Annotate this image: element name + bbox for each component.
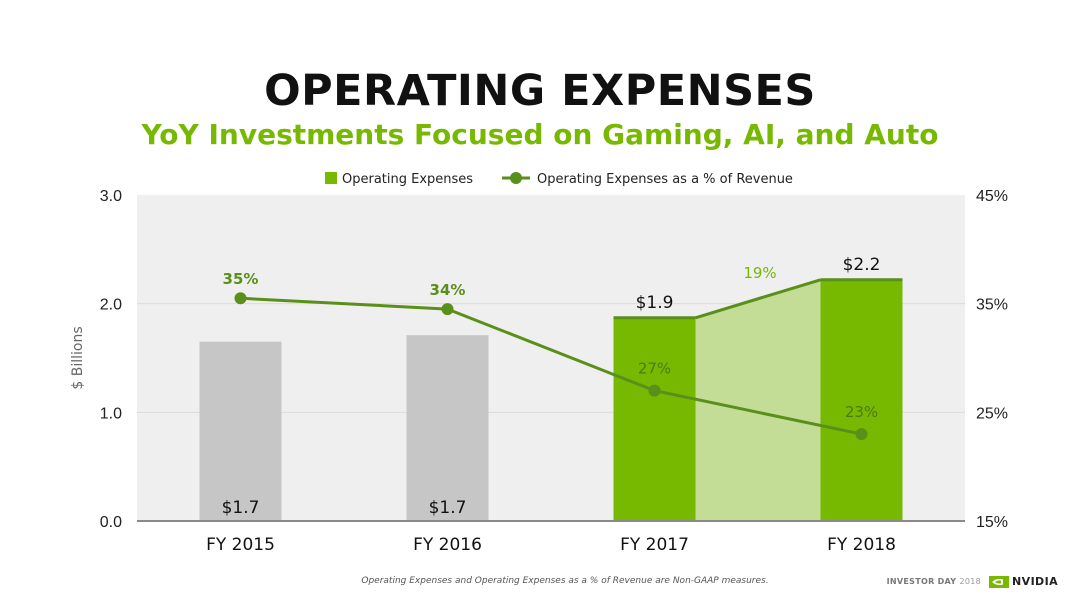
- bar-value-label: $1.7: [429, 498, 467, 518]
- growth-top-edge: [695, 278, 821, 320]
- pct-revenue-point-2: [441, 303, 454, 316]
- footnote: Operating Expenses and Operating Expense…: [361, 576, 769, 586]
- page-subtitle: YoY Investments Focused on Gaming, AI, a…: [141, 118, 939, 151]
- growth-area: [695, 279, 821, 521]
- pct-revenue-point-4: [855, 428, 868, 441]
- y-tick-label: 1.0: [100, 405, 122, 422]
- legend-line-label: Operating Expenses as a % of Revenue: [537, 172, 793, 187]
- growth-annotation: 19%: [743, 264, 776, 282]
- x-tick-label: FY 2017: [620, 535, 689, 555]
- pct-revenue-line: [240, 296, 862, 436]
- nvidia-wordmark: NVIDIA: [1012, 575, 1058, 588]
- bar-value-label: $2.2: [843, 255, 881, 275]
- bar-value-label: $1.9: [636, 293, 674, 313]
- x-tick-label: FY 2015: [206, 535, 275, 555]
- nvidia-eye-icon: [989, 575, 1010, 588]
- pct-revenue-label: 35%: [223, 270, 259, 288]
- page-title: OPERATING EXPENSES: [264, 66, 816, 116]
- pct-revenue-point-3: [648, 384, 661, 397]
- pct-revenue-point-1: [234, 292, 247, 305]
- legend-bar-label: Operating Expenses: [342, 172, 473, 187]
- bar-1: [199, 341, 282, 521]
- bar-value-label: $1.7: [222, 498, 260, 518]
- y2-tick-label: 15%: [976, 514, 1008, 531]
- y2-tick-label: 35%: [976, 297, 1008, 314]
- pct-revenue-label: 34%: [430, 281, 466, 299]
- y-tick-label: 2.0: [100, 297, 122, 314]
- y-tick-label: 0.0: [100, 514, 122, 531]
- pct-revenue-label: 23%: [845, 403, 878, 421]
- bar-3: [613, 317, 696, 521]
- bar-2: [406, 335, 489, 521]
- y-axis-label: $ Billions: [70, 326, 86, 389]
- x-tick-label: FY 2016: [413, 535, 482, 555]
- legend-line-marker: [510, 172, 522, 184]
- legend-bar-swatch: [325, 172, 337, 184]
- x-tick-label: FY 2018: [827, 535, 896, 555]
- bar-4: [820, 279, 903, 521]
- y2-tick-label: 45%: [976, 188, 1008, 205]
- nvidia-logo: NVIDIA: [989, 575, 1058, 588]
- event-label: INVESTOR DAY 2018: [886, 577, 982, 586]
- pct-revenue-label: 27%: [638, 360, 671, 378]
- footer-branding: INVESTOR DAY 2018 NVIDIA: [887, 575, 1058, 588]
- y-tick-label: 3.0: [100, 188, 122, 205]
- y2-tick-label: 25%: [976, 405, 1008, 422]
